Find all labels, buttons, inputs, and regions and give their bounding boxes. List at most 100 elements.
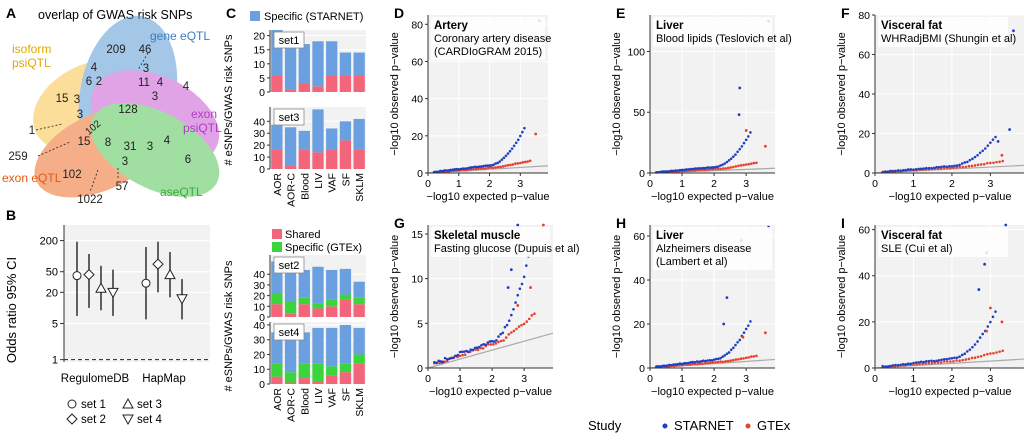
bar-gtex [339, 294, 352, 300]
y-tick-label: 5 [417, 318, 423, 330]
qq-point-starnet [922, 360, 926, 364]
qq-point-gtex [989, 161, 992, 165]
qq-point-starnet [950, 356, 954, 360]
x-axis-label: −log10 expected p−value [427, 191, 550, 203]
bar-shared [312, 381, 324, 384]
qq-point-gtex [458, 354, 462, 358]
panel-b: B Odds ratio 95% CI 1 5 20 50 200 RegulomeDB H… [4, 207, 210, 426]
y-tick-label: 30 [253, 335, 265, 347]
bar-starnet [339, 324, 352, 364]
qq-point-starnet [516, 223, 520, 227]
qq-point-starnet [729, 157, 733, 160]
qq-point-starnet [704, 166, 707, 170]
bar-starnet [353, 281, 365, 298]
y-tick-label: 5 [52, 318, 58, 330]
y-tick-label: 50 [46, 267, 58, 279]
qq-point-gtex [726, 359, 730, 363]
qq-point-gtex [528, 159, 532, 163]
qq-point-starnet [727, 351, 731, 354]
bar-shared [339, 140, 352, 169]
qq-point-starnet [710, 166, 714, 169]
bar-shared [271, 149, 283, 169]
subplot-label-box [273, 323, 305, 341]
qq-point-gtex [1000, 320, 1004, 324]
qq-point-starnet [945, 165, 949, 169]
bar-axis-label-bottom: # eSNPs/GWAS risk SNPs [223, 260, 235, 392]
bar-shared [339, 372, 352, 384]
bar-gtex [312, 363, 324, 382]
y-axis-label: −log10 observed p−value [389, 235, 401, 359]
qq-point-gtex [489, 166, 493, 169]
qq-point-gtex [992, 161, 995, 165]
qq-point-starnet [465, 349, 468, 353]
qq-point-starnet [682, 168, 686, 172]
qq-point-starnet [496, 161, 500, 165]
qq-point-gtex [701, 362, 704, 365]
subplot-label: set2 [279, 260, 300, 272]
qq-point-starnet [492, 163, 495, 166]
qq-point-starnet [512, 307, 515, 311]
qq-point-starnet [894, 169, 897, 173]
qq-point-starnet [437, 359, 440, 363]
bar-starnet [298, 44, 310, 84]
qq-point-starnet [708, 166, 712, 169]
x-tick-label: 3 [743, 178, 749, 190]
qq-point-starnet [449, 168, 452, 172]
y-tick-label: 30 [253, 128, 265, 140]
qq-point-starnet [661, 364, 665, 368]
qq-point-starnet [924, 359, 928, 363]
x-tick-label: AOR-C [286, 388, 298, 422]
qq-point-starnet [691, 167, 695, 171]
qq-point-gtex [499, 165, 502, 169]
qq-point-starnet [674, 363, 677, 366]
qq-point-starnet [706, 166, 709, 169]
qq-point-starnet [924, 166, 928, 170]
qq-point-gtex [489, 343, 493, 346]
qq-point-starnet [445, 357, 449, 361]
qq-point-starnet [702, 166, 705, 170]
qq-point-starnet [702, 359, 705, 363]
qq-point-starnet [942, 357, 946, 361]
x-tick-label: 3 [521, 373, 527, 385]
qq-point-gtex [930, 361, 934, 365]
qq-point-starnet [433, 360, 436, 364]
venn-label-gene-eqtl: gene eQTL [150, 29, 210, 43]
qq-point-gtex [463, 353, 467, 356]
qq-point-starnet [734, 153, 737, 156]
qq-point-starnet [484, 164, 487, 167]
qq-point-starnet [488, 340, 492, 343]
qq-point-starnet [687, 168, 690, 171]
venn-count: 3 [152, 91, 158, 103]
qq-point-gtex [973, 164, 977, 167]
venn-count: 31 [124, 141, 137, 153]
y-tick-label: 40 [411, 94, 423, 106]
qq-point-gtex [719, 167, 722, 171]
qq-point-starnet [894, 363, 897, 367]
qq-point-gtex [742, 163, 745, 167]
qq-point-gtex [737, 164, 740, 168]
qq-point-starnet [917, 167, 920, 171]
qq-point-gtex [952, 359, 955, 363]
subplot-label-box [273, 256, 305, 274]
qq-point-starnet [727, 158, 731, 162]
venn-count: 259 [8, 151, 27, 163]
bar-shared [353, 149, 365, 169]
qq-point-starnet [945, 357, 949, 361]
bar-starnet [284, 330, 297, 373]
qq-point-starnet [989, 141, 992, 144]
bar-starnet [353, 118, 365, 150]
qq-point-starnet [504, 154, 508, 158]
odds-ratio-point [152, 258, 164, 270]
y-tick-label: 40 [858, 89, 870, 101]
qq-point-gtex [516, 304, 520, 307]
qq-point-starnet [914, 168, 918, 171]
y-tick-label: 20 [253, 31, 265, 43]
bar-shared [298, 378, 310, 384]
qq-point-starnet [968, 348, 972, 351]
qq-point-gtex [995, 160, 998, 164]
